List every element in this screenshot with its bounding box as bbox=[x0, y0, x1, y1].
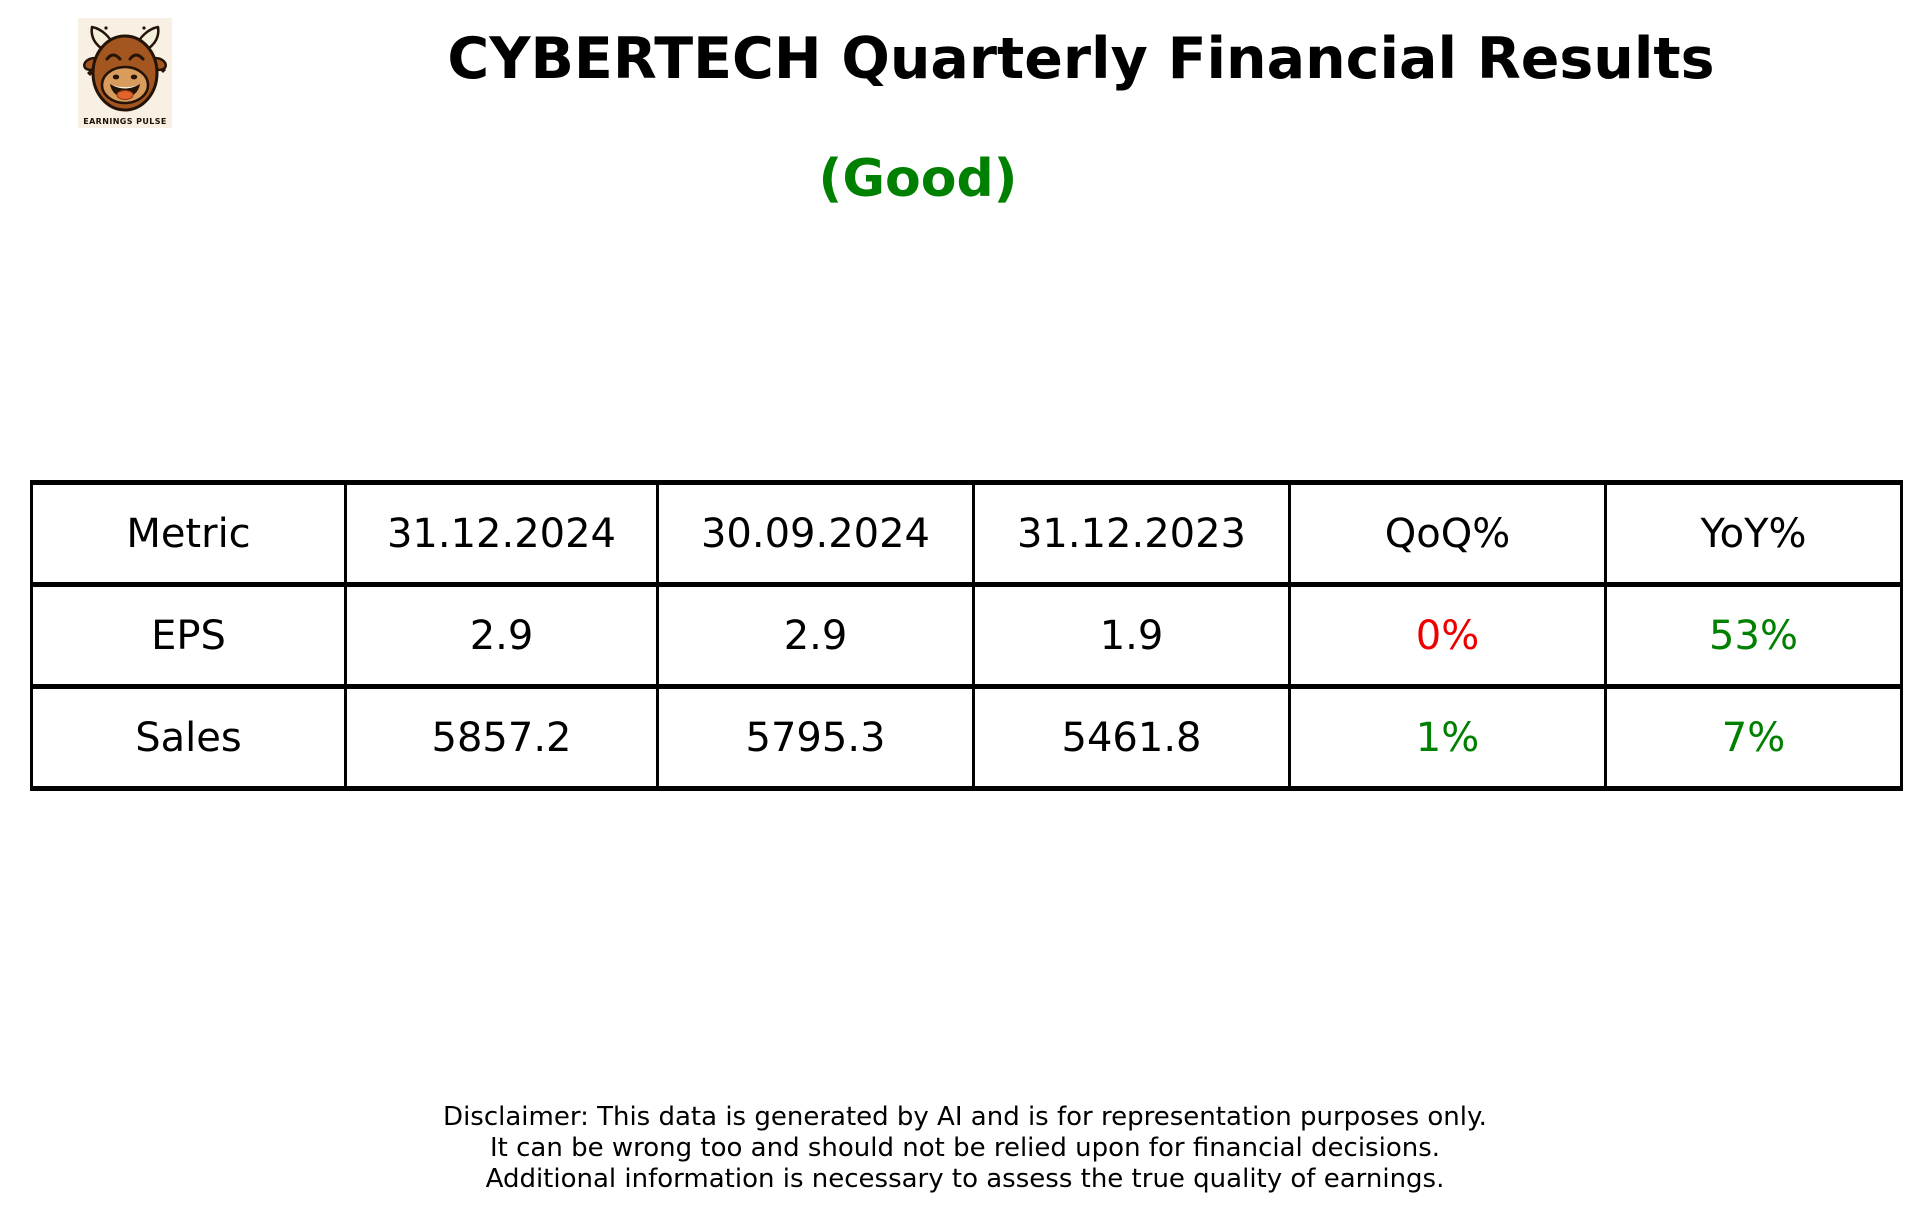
column-header-yoy: YoY% bbox=[1604, 480, 1903, 587]
sales-value-year-ago: 5461.8 bbox=[972, 684, 1291, 791]
column-header-qoq: QoQ% bbox=[1288, 480, 1607, 587]
table-header-row: Metric 31.12.2024 30.09.2024 31.12.2023 … bbox=[30, 480, 1903, 587]
sales-yoy-percent: 7% bbox=[1604, 684, 1903, 791]
table-row-sales: Sales 5857.2 5795.3 5461.8 1% 7% bbox=[30, 684, 1903, 791]
eps-value-current: 2.9 bbox=[344, 582, 659, 689]
disclaimer: Disclaimer: This data is generated by AI… bbox=[443, 1102, 1487, 1195]
eps-yoy-percent: 53% bbox=[1604, 582, 1903, 689]
sales-metric-label: Sales bbox=[30, 684, 347, 791]
column-header-metric: Metric bbox=[30, 480, 347, 587]
eps-value-year-ago: 1.9 bbox=[972, 582, 1291, 689]
brand-name-label: EARNINGS PULSE bbox=[83, 117, 167, 126]
sales-value-previous: 5795.3 bbox=[656, 684, 975, 791]
column-header-period-year-ago: 31.12.2023 bbox=[972, 480, 1291, 587]
eps-value-previous: 2.9 bbox=[656, 582, 975, 689]
column-header-period-previous: 30.09.2024 bbox=[656, 480, 975, 587]
disclaimer-line-2: It can be wrong too and should not be re… bbox=[489, 1133, 1441, 1163]
disclaimer-line-1: Disclaimer: This data is generated by AI… bbox=[443, 1102, 1487, 1132]
earnings-pulse-logo: EARNINGS PULSE bbox=[78, 18, 172, 128]
disclaimer-line-3: Additional information is necessary to a… bbox=[485, 1164, 1445, 1194]
sales-value-current: 5857.2 bbox=[344, 684, 659, 791]
page-title: CYBERTECH Quarterly Financial Results bbox=[447, 26, 1715, 92]
eps-qoq-percent: 0% bbox=[1288, 582, 1607, 689]
quarterly-results-table: Metric 31.12.2024 30.09.2024 31.12.2023 … bbox=[30, 480, 1903, 791]
sales-qoq-percent: 1% bbox=[1288, 684, 1607, 791]
eps-metric-label: EPS bbox=[30, 582, 347, 689]
table-row-eps: EPS 2.9 2.9 1.9 0% 53% bbox=[30, 582, 1903, 689]
verdict-badge: (Good) bbox=[818, 149, 1018, 209]
bull-logo-icon: EARNINGS PULSE bbox=[78, 18, 172, 128]
column-header-period-current: 31.12.2024 bbox=[344, 480, 659, 587]
